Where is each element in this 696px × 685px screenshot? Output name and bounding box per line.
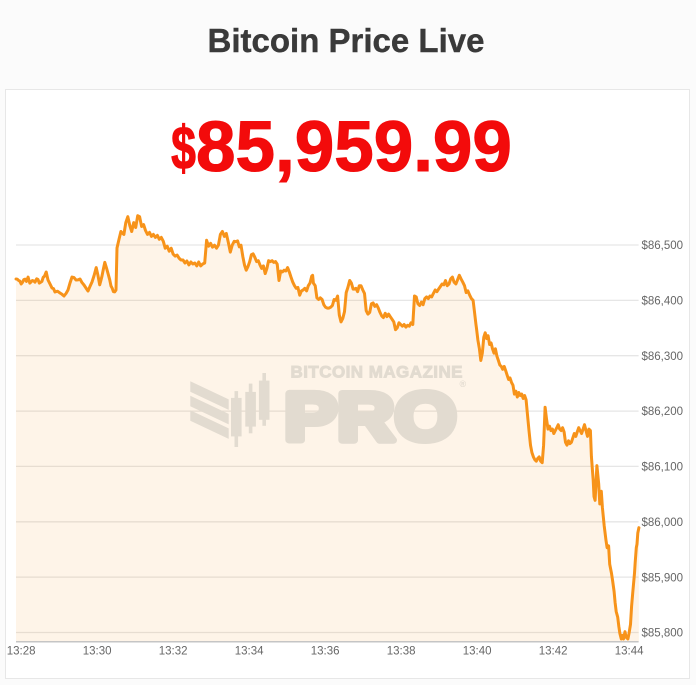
svg-text:13:40: 13:40 — [463, 646, 492, 658]
svg-text:$86,500: $86,500 — [642, 240, 684, 252]
svg-text:BITCOIN MAGAZINE: BITCOIN MAGAZINE — [291, 363, 463, 382]
svg-text:13:38: 13:38 — [387, 646, 416, 658]
svg-text:13:44: 13:44 — [615, 646, 644, 658]
svg-text:$86,300: $86,300 — [642, 351, 684, 363]
svg-text:13:32: 13:32 — [159, 646, 188, 658]
svg-text:$86,000: $86,000 — [642, 517, 684, 529]
svg-text:$86,200: $86,200 — [642, 406, 684, 418]
svg-text:$85,800: $85,800 — [642, 628, 684, 640]
svg-text:$86,400: $86,400 — [642, 296, 684, 308]
svg-text:13:42: 13:42 — [539, 646, 568, 658]
svg-text:®: ® — [460, 379, 467, 389]
svg-text:13:36: 13:36 — [311, 646, 340, 658]
svg-text:13:30: 13:30 — [83, 646, 112, 658]
svg-text:13:34: 13:34 — [235, 646, 264, 658]
svg-text:13:28: 13:28 — [7, 646, 36, 658]
svg-text:$85,900: $85,900 — [642, 572, 684, 584]
svg-text:$86,100: $86,100 — [642, 462, 684, 474]
svg-text:PRO: PRO — [284, 378, 456, 454]
